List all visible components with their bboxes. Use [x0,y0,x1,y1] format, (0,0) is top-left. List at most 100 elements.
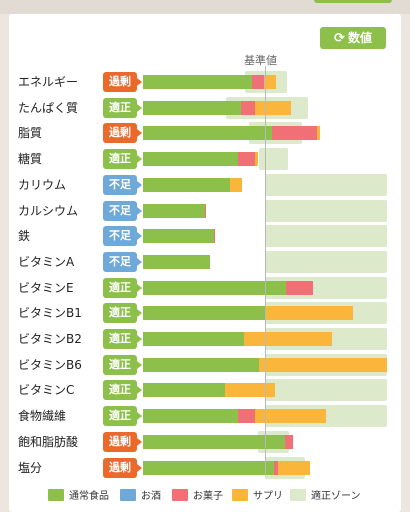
bar-segment [258,357,387,372]
nutrient-label: ビタミンB2 [18,332,82,346]
nutrient-label: 脂質 [18,126,43,141]
nutrient-label: ビタミンC [18,383,75,398]
status-badge: 適正 [103,354,142,375]
legend-swatch [232,489,248,501]
legend-label: お菓子 [193,491,223,502]
legend-label: お酒 [141,491,161,502]
bar-segment [263,75,276,89]
nutrient-label: ビタミンA [18,254,75,269]
legend-swatch [172,489,188,501]
bar-segment [229,177,242,192]
bar-segment [143,434,285,449]
nutrient-label: 塩分 [18,460,43,475]
top-strip [0,0,410,14]
status-badge: 適正 [103,277,142,298]
nutrient-row[interactable]: エネルギー 過剰 [0,70,410,94]
bar-segment [265,306,353,321]
legend-label: 適正ゾーン [311,491,361,502]
bar-segment [240,100,256,115]
nutrient-label: カリウム [18,177,67,192]
nutrient-label: 鉄 [18,229,31,244]
bar-segment [278,460,311,475]
bar-segment [143,100,241,115]
bar-segment [143,332,245,346]
nutrient-label: たんぱく質 [18,100,79,115]
nutrient-row[interactable]: ビタミンE 適正 [0,276,410,300]
nutrient-row[interactable]: 食物繊維 適正 [0,404,410,428]
nutrient-row[interactable]: 糖質 適正 [0,147,410,171]
status-badge: 適正 [103,303,142,324]
nutrient-label: エネルギー [18,75,79,89]
nutrient-row[interactable]: ビタミンB6 適正 [0,353,410,377]
bar-segment [272,126,318,141]
status-badge: 不足 [103,200,142,221]
bar-segment [143,357,259,372]
nutrient-row[interactable]: 塩分 過剰 [0,456,410,480]
bar-segment [143,306,265,321]
status-badge: 適正 [103,149,142,170]
reference-label: 基準値 [244,54,277,67]
status-badge: 不足 [103,174,142,195]
legend-label: 通常食品 [69,491,109,502]
legend-label: サプリ [253,491,283,502]
bar-segment [143,383,225,398]
status-badge: 不足 [103,251,142,272]
status-badge: 過剰 [103,431,142,452]
bar-segment [273,460,279,475]
ok-zone [265,199,387,222]
bar-segment [143,126,273,141]
status-badge: 過剰 [103,123,142,144]
ok-zone [265,379,387,402]
bar-segment [213,229,215,244]
number-toggle-button[interactable]: ⟳ 数値 [320,27,386,49]
nutrient-row[interactable]: ビタミンB2 適正 [0,327,410,351]
bar-segment [205,203,207,218]
nutrient-row[interactable]: ビタミンC 適正 [0,378,410,402]
nutrient-row[interactable]: ビタミンA 不足 [0,250,410,274]
ok-zone [265,225,387,248]
top-button-edge[interactable] [314,0,392,3]
nutrient-label: ビタミンE [18,280,74,295]
nutrient-row[interactable]: 脂質 過剰 [0,121,410,145]
bar-segment [143,203,206,218]
status-badge: 過剰 [103,457,142,478]
bar-segment [143,229,214,244]
bar-segment [143,409,239,424]
nutrient-label: 糖質 [18,152,43,167]
legend-swatch [290,489,306,501]
bar-segment [255,152,258,167]
bar-segment [224,383,275,398]
nutrient-row[interactable]: 鉄 不足 [0,224,410,248]
bar-segment [143,460,274,475]
status-badge: 過剰 [103,72,142,92]
bar-segment [255,409,326,424]
nutrient-row[interactable]: ビタミンB1 適正 [0,301,410,325]
refresh-icon: ⟳ [334,31,345,46]
ok-zone [265,250,387,273]
nutrient-label: ビタミンB1 [18,306,82,321]
bar-segment [143,75,252,89]
bar-segment [255,100,291,115]
ok-zone [258,148,289,171]
bar-segment [238,409,256,424]
bar-segment [285,280,313,295]
nutrient-row[interactable]: 飽和脂肪酸 過剰 [0,430,410,454]
nutrient-row[interactable]: カルシウム 不足 [0,199,410,223]
bar-segment [143,280,286,295]
ok-zone [265,173,387,196]
nutrient-label: 食物繊維 [18,409,67,424]
chart-legend: 通常食品 お酒 お菓子 サプリ 適正ゾーン [0,486,410,506]
bar-segment [143,152,239,167]
bar-segment [317,126,320,141]
nutrient-row[interactable]: カリウム 不足 [0,173,410,197]
bar-segment [244,332,333,346]
legend-swatch [120,489,136,501]
number-button-label: 数値 [347,31,372,45]
nutrient-label: ビタミンB6 [18,357,82,372]
nutrient-row[interactable]: たんぱく質 適正 [0,96,410,120]
bar-segment [251,75,264,89]
status-badge: 適正 [103,406,142,427]
bar-segment [143,177,230,192]
status-badge: 適正 [103,380,142,401]
reference-line [265,66,266,476]
